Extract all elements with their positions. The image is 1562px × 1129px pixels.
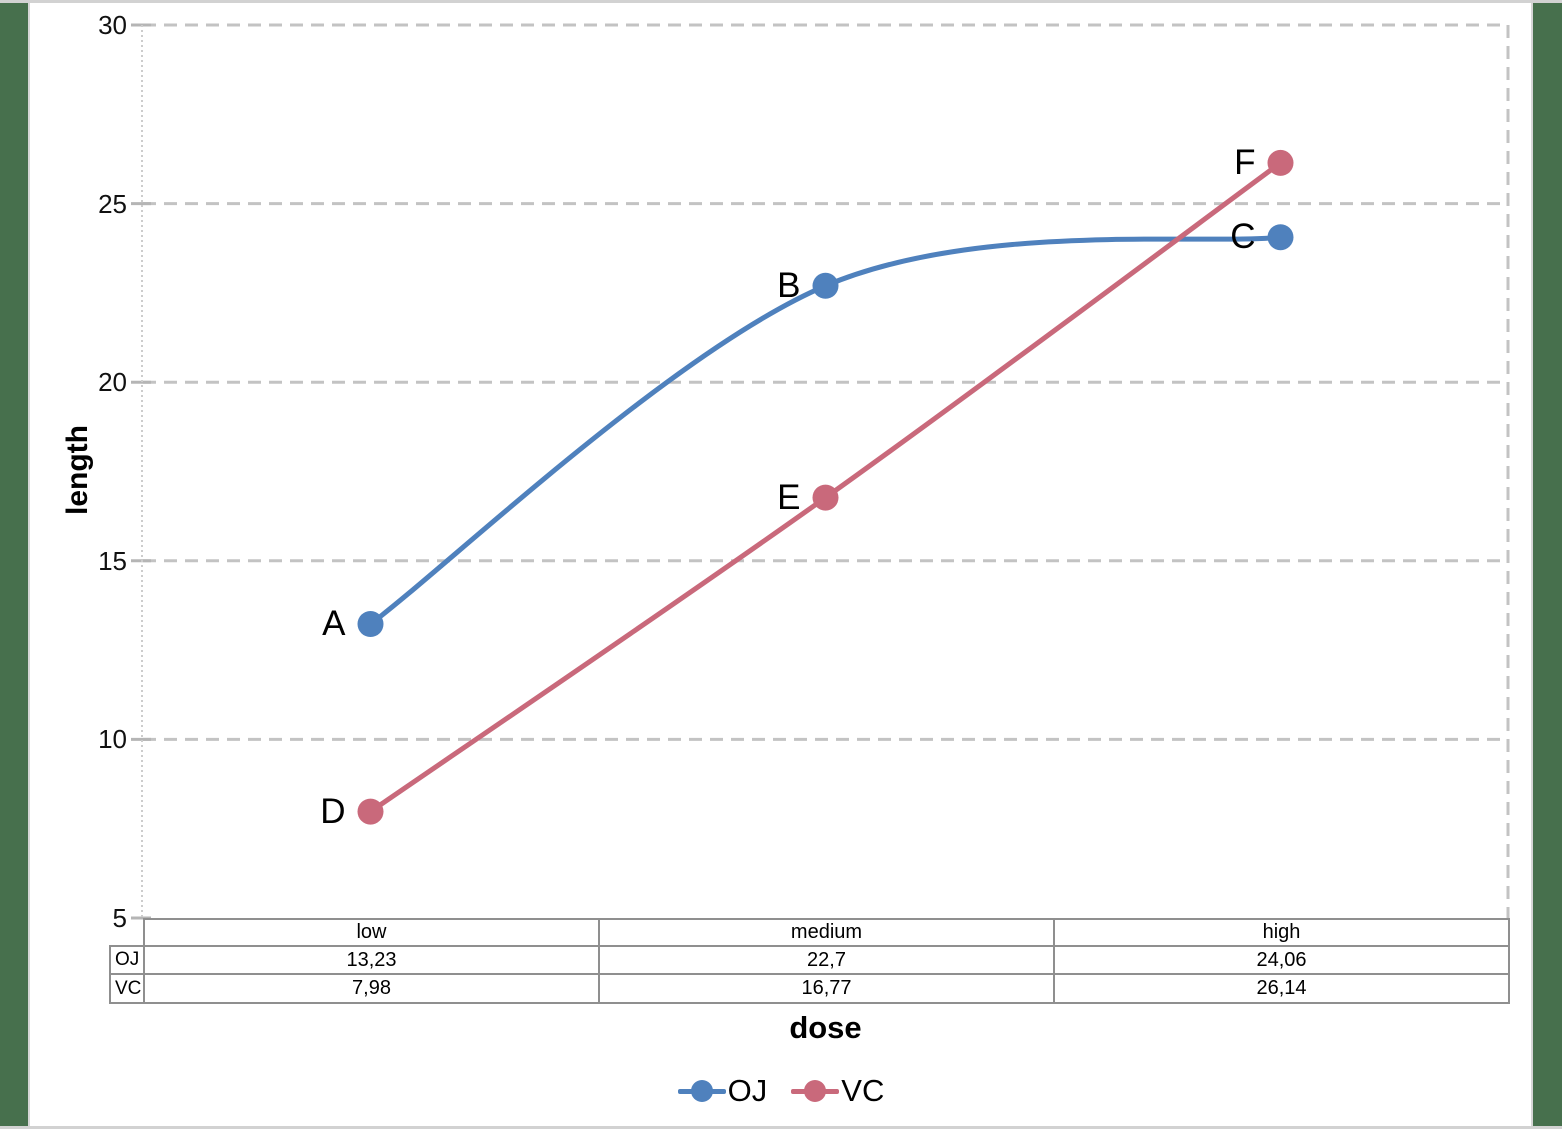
- y-tick-label: 10: [98, 724, 127, 755]
- legend-marker-icon: [677, 1079, 726, 1103]
- point-label-d: D: [320, 791, 346, 831]
- table-row-label-vc: VC: [109, 973, 145, 1004]
- point-label-a: A: [322, 604, 346, 643]
- point-label-c: C: [1230, 217, 1256, 257]
- vc-point-low: [357, 798, 384, 825]
- top-border-strip: [0, 0, 1562, 3]
- table-cell-vc-high: 26,14: [1053, 973, 1510, 1004]
- vc-point-medium: [812, 484, 839, 511]
- point-label-e: E: [777, 477, 801, 517]
- legend-dot: [804, 1080, 827, 1102]
- table-header-medium: medium: [598, 918, 1055, 947]
- table-cell-oj-low: 13,23: [143, 945, 600, 975]
- y-tick-label: 25: [98, 188, 127, 219]
- legend-marker-icon: [791, 1079, 840, 1103]
- y-tick-label: 30: [98, 10, 127, 40]
- legend: OJ VC: [0, 1066, 1562, 1116]
- y-axis-title: length: [61, 425, 94, 515]
- table-cell-oj-high: 24,06: [1053, 945, 1510, 975]
- table-cell-oj-medium: 22,7: [598, 945, 1055, 975]
- point-label-f: F: [1234, 142, 1256, 182]
- table-row-label-oj: OJ: [109, 945, 145, 975]
- table-cell-vc-medium: 16,77: [598, 973, 1055, 1004]
- bottom-border-strip: [0, 1126, 1562, 1129]
- oj-point-medium: [812, 272, 839, 299]
- legend-item-label: VC: [841, 1073, 885, 1108]
- table-header-high: high: [1053, 918, 1510, 947]
- legend-item-label: OJ: [727, 1073, 768, 1108]
- oj-point-high: [1267, 224, 1294, 251]
- legend-dot: [690, 1080, 713, 1102]
- vc-point-high: [1267, 149, 1294, 176]
- legend-item-vc: VC: [791, 1073, 884, 1109]
- x-axis-title: dose: [789, 1010, 862, 1045]
- oj-point-low: [357, 611, 384, 637]
- table-cell-vc-low: 7,98: [143, 973, 600, 1004]
- legend-item-oj: OJ: [677, 1073, 768, 1109]
- point-label-b: B: [777, 265, 801, 305]
- y-tick-label: 5: [112, 903, 127, 933]
- y-tick-label: 20: [98, 367, 127, 398]
- table-header-low: low: [143, 918, 600, 947]
- y-tick-label: 15: [98, 545, 127, 576]
